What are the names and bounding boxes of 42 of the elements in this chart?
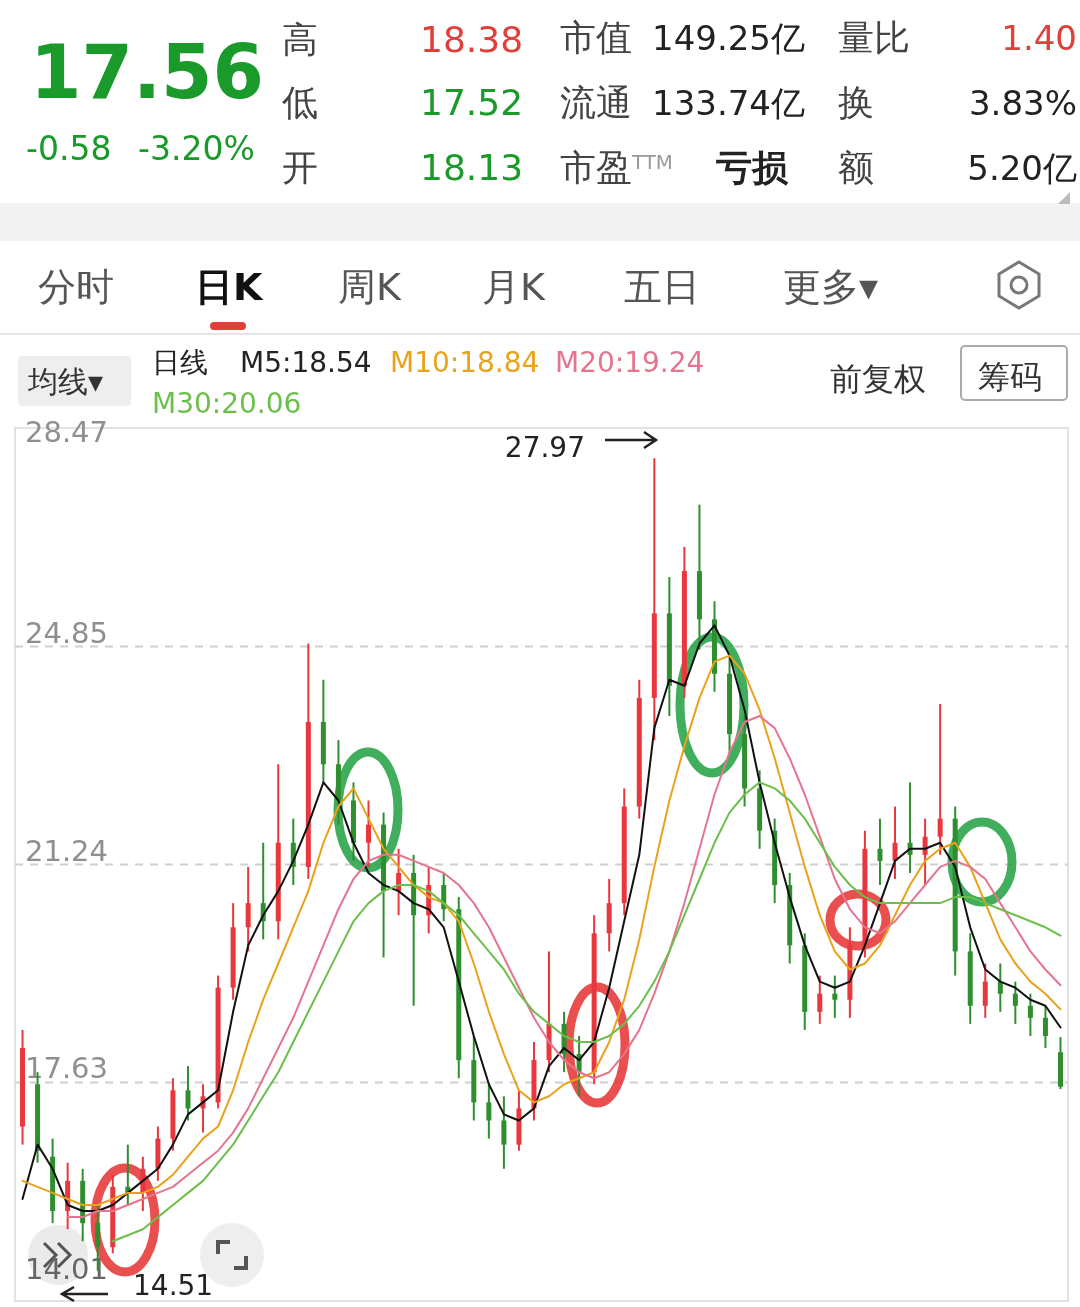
text: 流通 [560,82,632,123]
annotation: 14.51 [133,1269,214,1302]
text: 18.38 [420,19,524,60]
text: 1.40 [1001,18,1077,58]
text: 开 [282,147,318,188]
text: 3.83% [968,83,1077,123]
text: 月K [482,265,546,309]
text: 五日 [624,265,700,309]
y-tick-label: 14.01 [25,1252,109,1286]
text: 17.56 [30,29,265,115]
y-tick-label: 17.63 [25,1051,109,1086]
text: 量比 [838,17,910,58]
y-tick-label: 24.85 [25,615,109,650]
text: 亏损 [716,147,789,188]
text: 149.25亿 [652,18,805,58]
text: 市盈$^{TTM}$ [560,147,673,188]
text: 5.20亿 [967,148,1077,188]
text: 日K [195,265,264,309]
y-tick-label: 28.47 [25,415,109,449]
text: 更多▾ [783,265,879,309]
text: -0.58 [26,129,112,168]
text: 18.13 [420,147,524,188]
text: 低 [282,82,318,123]
text: -3.20% [138,129,255,168]
text: 17.52 [420,82,524,123]
text: 133.74亿 [652,83,805,123]
text: 周K [338,265,402,309]
text: 前复权 [830,360,926,398]
text: M30:20.06 [152,387,302,420]
text: 均线▾ [27,364,104,399]
text: 高 [282,19,318,60]
text: M20:19.24 [555,346,705,379]
text: 日线 [152,346,208,379]
text: 换 [838,82,874,123]
text: 额 [838,147,874,188]
text: M5:18.54 [240,346,372,379]
text: 分时 [38,265,114,309]
y-tick-label: 21.24 [25,833,109,868]
annotation: 27.97 [504,431,585,464]
text: 筹码 [978,358,1042,396]
text: 市值 [560,17,632,58]
text: M10:18.84 [390,346,540,379]
